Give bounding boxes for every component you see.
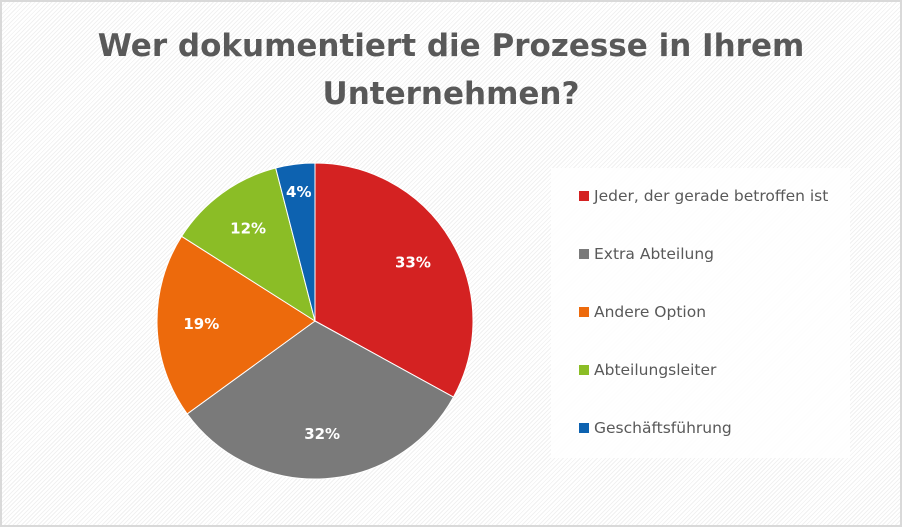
legend-item: Extra Abteilung xyxy=(579,242,714,266)
data-label: 32% xyxy=(304,425,340,443)
legend-label: Geschäftsführung xyxy=(594,419,732,437)
legend-label: Abteilungsleiter xyxy=(594,361,717,379)
legend-label: Andere Option xyxy=(594,303,707,321)
pie-slice xyxy=(156,235,316,415)
legend-swatch xyxy=(579,365,589,375)
data-label: 33% xyxy=(395,254,431,272)
legend-item: Andere Option xyxy=(579,300,706,324)
data-label: 4% xyxy=(286,183,311,201)
legend-swatch xyxy=(579,191,589,201)
data-label: 12% xyxy=(230,219,266,237)
legend-item: Abteilungsleiter xyxy=(579,358,716,382)
legend-item: Jeder, der gerade betroffen ist xyxy=(579,184,828,208)
legend-label: Jeder, der gerade betroffen ist xyxy=(594,187,829,205)
pie-slice xyxy=(314,162,474,398)
legend-item: Geschäftsführung xyxy=(579,416,732,440)
legend-label: Extra Abteilung xyxy=(594,245,714,263)
legend-swatch xyxy=(579,249,589,259)
data-label: 19% xyxy=(183,315,219,333)
pie-slice xyxy=(180,167,316,323)
pie-slice xyxy=(186,320,455,480)
legend-swatch xyxy=(579,307,589,317)
legend: Jeder, der gerade betroffen ist Extra Abt… xyxy=(551,168,850,458)
legend-swatch xyxy=(579,423,589,433)
chart-title: Wer dokumentiert die Prozesse in Ihrem U… xyxy=(97,28,805,112)
pie-slice xyxy=(275,162,316,322)
